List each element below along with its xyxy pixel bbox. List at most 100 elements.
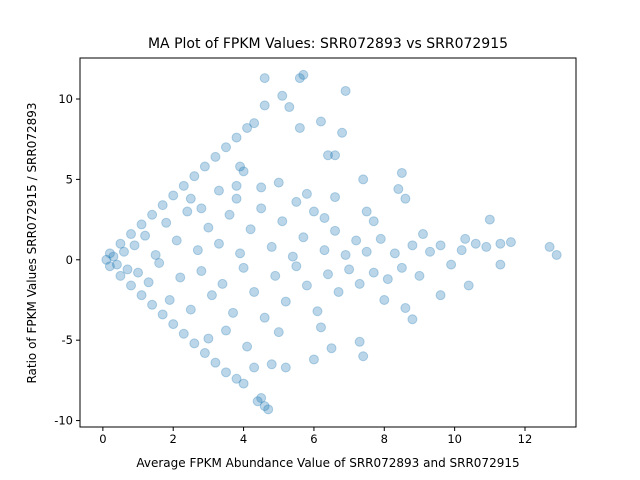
point [298, 69, 309, 80]
point [368, 216, 379, 227]
point [291, 261, 302, 272]
point [259, 100, 270, 111]
x-tick-label: 10 [447, 432, 462, 446]
point [266, 359, 277, 370]
point [161, 217, 172, 228]
x-tick-label: 4 [240, 432, 247, 446]
point [168, 190, 179, 201]
point [111, 259, 122, 270]
point [414, 270, 425, 281]
point [446, 259, 457, 270]
point [235, 161, 246, 172]
point [256, 393, 267, 404]
point [147, 299, 158, 310]
point [340, 85, 351, 96]
point [249, 118, 260, 129]
point [129, 240, 140, 251]
point [224, 209, 235, 220]
point [280, 296, 291, 307]
point [417, 229, 428, 240]
point [284, 102, 295, 113]
point [298, 232, 309, 243]
point [400, 193, 411, 204]
point [294, 73, 305, 84]
point [470, 238, 481, 249]
point [203, 333, 214, 344]
point [150, 249, 161, 260]
point [235, 248, 246, 259]
y-tick-label: 10 [58, 92, 73, 106]
y-tick-label: -5 [62, 333, 73, 347]
x-axis-label: Average FPKM Abundance Value of SRR07289… [136, 456, 519, 470]
point [231, 373, 242, 384]
point [259, 312, 270, 323]
point [351, 235, 362, 246]
point [242, 122, 253, 133]
point [108, 251, 119, 262]
point [252, 396, 263, 407]
point [133, 267, 144, 278]
point [340, 249, 351, 260]
point [333, 286, 344, 297]
plot-frame [79, 57, 577, 428]
point [435, 290, 446, 301]
point [231, 180, 242, 191]
point [481, 241, 492, 252]
point [157, 200, 168, 211]
point [393, 184, 404, 195]
point [171, 235, 182, 246]
point [330, 225, 341, 236]
point [308, 354, 319, 365]
point [256, 182, 267, 193]
point [277, 90, 288, 101]
point [358, 351, 369, 362]
x-tick-label: 8 [381, 432, 388, 446]
point [273, 177, 284, 188]
point [505, 237, 516, 248]
point [323, 150, 333, 161]
point [175, 272, 186, 283]
point [291, 196, 302, 207]
point [435, 240, 446, 251]
point [375, 233, 386, 244]
point [368, 267, 379, 278]
point [220, 142, 231, 153]
point [210, 151, 221, 162]
point [185, 304, 196, 315]
point [199, 348, 210, 359]
point [495, 238, 506, 249]
point [228, 307, 239, 318]
point [312, 306, 323, 317]
point [164, 294, 175, 305]
point [213, 185, 224, 196]
point [192, 245, 203, 256]
point [259, 401, 270, 412]
point [249, 286, 260, 297]
point [263, 404, 274, 415]
point [294, 122, 305, 133]
point [122, 264, 133, 275]
point [115, 238, 126, 249]
point [354, 336, 365, 347]
point [266, 241, 277, 252]
point [136, 219, 147, 230]
point [463, 280, 474, 291]
point [206, 290, 217, 301]
point [460, 233, 471, 244]
point [126, 229, 137, 240]
point [104, 261, 115, 272]
point [407, 314, 418, 325]
point [136, 290, 147, 301]
point [354, 278, 365, 289]
point [326, 343, 337, 354]
point [231, 193, 242, 204]
y-tick-label: 0 [66, 253, 73, 267]
point [217, 278, 228, 289]
point [242, 341, 253, 352]
point [203, 222, 214, 233]
point [249, 362, 260, 373]
point [330, 192, 341, 203]
x-tick-label: 2 [170, 432, 177, 446]
point [396, 262, 407, 273]
x-tick-label: 12 [518, 432, 533, 446]
